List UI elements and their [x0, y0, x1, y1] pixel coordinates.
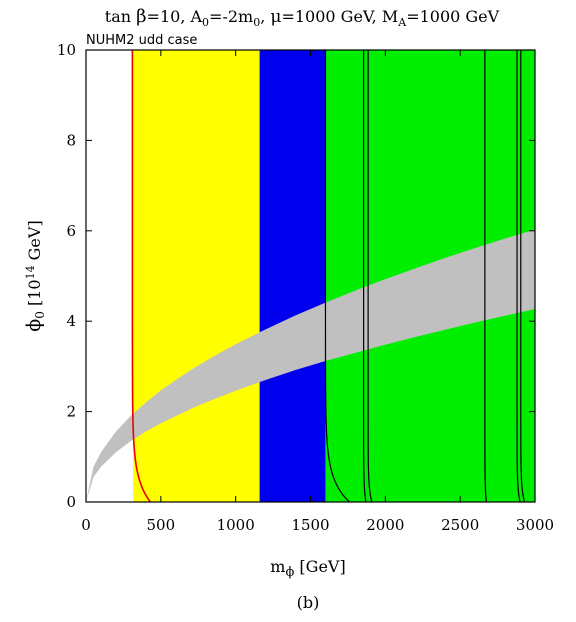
y-tick-label: 4	[66, 312, 76, 330]
edge-curve-3	[367, 50, 373, 503]
x-tick-label: 500	[147, 516, 176, 534]
axis-ticks: 0 500 1000 1500 2000 2500 3000 0 2 4 6 8 10	[57, 41, 554, 534]
figure-caption: (b)	[297, 593, 320, 612]
x-tick-label: 1000	[217, 516, 255, 534]
x-tick-label: 2000	[366, 516, 404, 534]
edge-curve-0	[131, 50, 152, 503]
edge-curve-4	[484, 50, 487, 503]
edge-curve-1	[324, 50, 350, 503]
y-tick-label: 6	[66, 222, 76, 240]
x-axis-label: mϕ [GeV]	[270, 557, 345, 580]
edge-curves	[131, 50, 526, 503]
plot-area	[86, 50, 535, 502]
y-tick-label: 10	[57, 41, 76, 59]
y-tick-label: 0	[66, 493, 76, 511]
region-blue	[259, 50, 326, 502]
y-axis-label: ϕ0 [1014 GeV]	[23, 220, 47, 331]
x-tick-label: 0	[81, 516, 91, 534]
chart-subtitle: NUHM2 udd case	[86, 33, 197, 48]
chart-title: tan β=10, A0=-2m0, μ=1000 GeV, MA=1000 G…	[105, 6, 500, 29]
x-tick-label: 1500	[291, 516, 329, 534]
edge-curve-2	[363, 50, 367, 503]
x-tick-label: 2500	[441, 516, 479, 534]
gray-band	[86, 229, 535, 502]
x-tick-label: 3000	[516, 516, 554, 534]
edge-curve-5	[516, 50, 521, 503]
y-tick-label: 2	[66, 403, 76, 421]
region-yellow	[133, 50, 260, 502]
edge-curve-6	[520, 50, 526, 503]
y-tick-label: 8	[66, 131, 76, 149]
